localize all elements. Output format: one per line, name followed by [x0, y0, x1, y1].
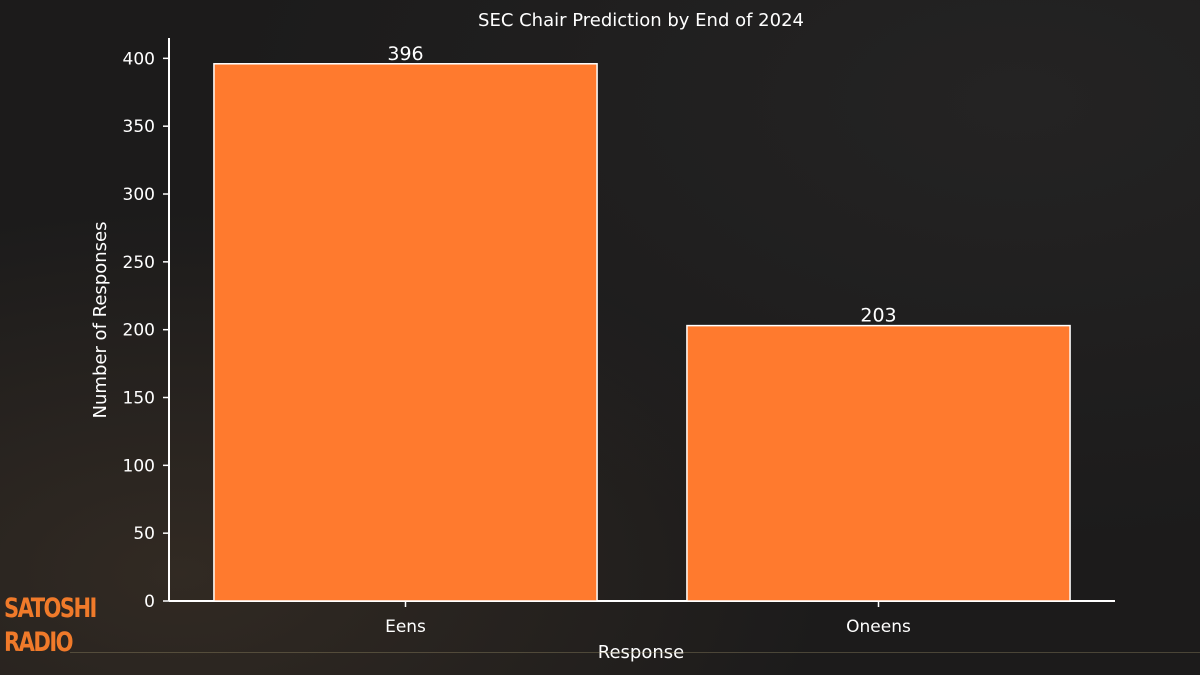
chart-marks: 0 50 100 150 200 250 300 350 400 396 Eens 203 Oneens: [123, 38, 1115, 637]
y-tick-label-100: 100: [123, 456, 155, 476]
bar-eens: [213, 63, 598, 602]
chart-title: SEC Chair Prediction by End of 2024: [478, 10, 804, 31]
y-tick-label-250: 250: [123, 253, 155, 273]
y-tick-label-0: 0: [144, 592, 155, 612]
y-axis-label: Number of Responses: [90, 222, 111, 419]
bottom-divider: [70, 652, 1200, 653]
y-tick-label-200: 200: [123, 321, 155, 341]
y-tick-label-300: 300: [123, 185, 155, 205]
data-label-oneens: 203: [860, 305, 896, 327]
y-tick-label-400: 400: [123, 49, 155, 69]
data-label-eens: 396: [387, 43, 423, 65]
y-tick-label-350: 350: [123, 117, 155, 137]
y-tick-label-150: 150: [123, 389, 155, 409]
x-tick-label-oneens: Oneens: [846, 617, 911, 637]
x-axis-label: Response: [598, 642, 684, 663]
logo-line-1: SATOSHI: [4, 593, 97, 624]
x-tick-label-eens: Eens: [385, 617, 426, 637]
bar-oneens: [686, 324, 1071, 602]
y-tick-label-50: 50: [133, 524, 155, 544]
logo-line-2: RADIO: [4, 627, 74, 658]
satoshi-radio-logo: SATOSHI RADIO: [4, 592, 97, 660]
